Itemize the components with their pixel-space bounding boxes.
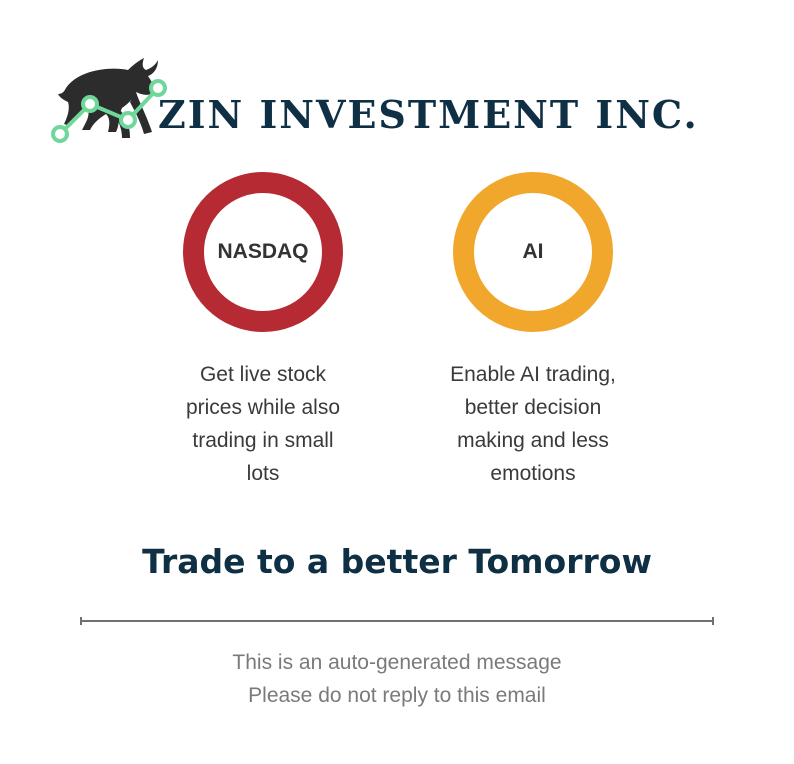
nasdaq-description-line: lots: [246, 462, 280, 485]
feature-ai: AI Enable AI trading, better decision ma…: [413, 172, 653, 490]
logo-graphic: [51, 58, 167, 143]
bull-silhouette: [58, 58, 158, 138]
nasdaq-description-line: prices while also: [185, 396, 341, 419]
footer-line: This is an auto-generated message: [232, 651, 562, 674]
bull-stock-chart-icon: [48, 48, 168, 158]
ai-ring: AI: [453, 172, 613, 332]
nasdaq-description: Get live stock prices while also trading…: [143, 358, 383, 490]
ai-description-line: making and less: [457, 429, 609, 452]
tagline: Trade to a better Tomorrow: [142, 542, 652, 581]
ai-description-line: emotions: [490, 462, 576, 485]
nasdaq-ring: NASDAQ: [183, 172, 343, 332]
nasdaq-label: NASDAQ: [217, 240, 309, 263]
ai-description-line: better decision: [464, 396, 602, 419]
nasdaq-description-line: trading in small: [192, 429, 334, 452]
company-name: ZIN INVESTMENT INC.: [158, 92, 699, 137]
ai-description-line: Enable AI trading,: [450, 363, 616, 386]
email-header: ZIN INVESTMENT INC.: [48, 48, 748, 158]
ai-description: Enable AI trading, better decision makin…: [413, 358, 653, 490]
chart-line: [51, 79, 167, 143]
nasdaq-description-line: Get live stock: [199, 363, 327, 386]
divider: [80, 617, 714, 625]
ai-label: AI: [522, 240, 544, 263]
footer-notice: This is an auto-generated message Please…: [0, 646, 794, 712]
feature-nasdaq: NASDAQ Get live stock prices while also …: [143, 172, 383, 490]
footer-line: Please do not reply to this email: [248, 684, 546, 707]
